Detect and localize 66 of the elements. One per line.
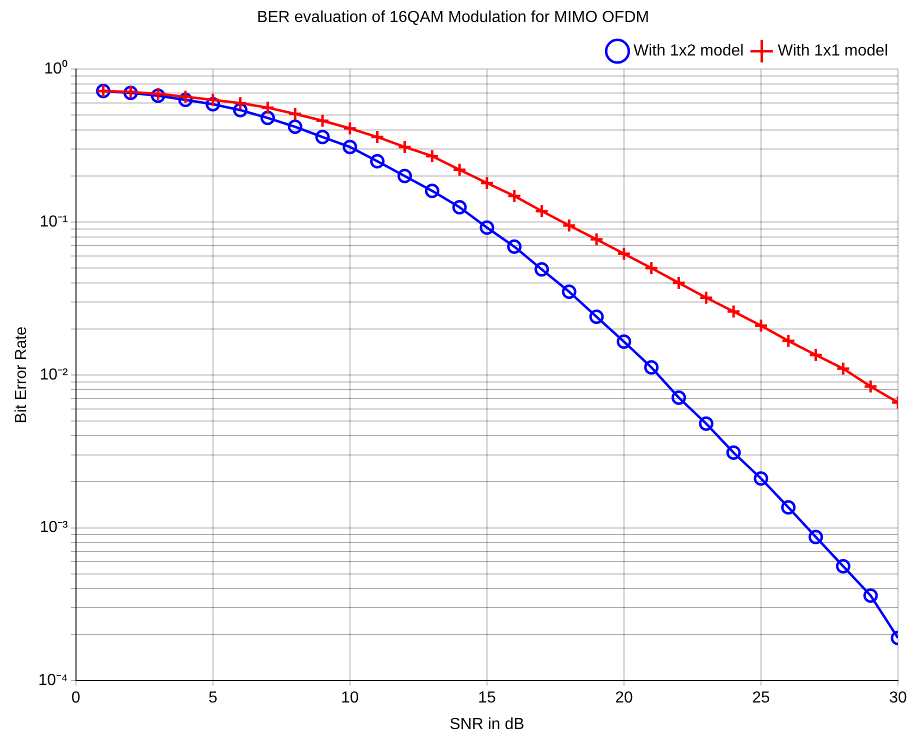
point	[672, 276, 686, 290]
point	[507, 239, 522, 254]
point	[589, 310, 604, 324]
point	[863, 379, 878, 394]
legend-label: With 1x2 model	[633, 42, 744, 60]
point	[452, 200, 467, 214]
y-axis-title: Bit Error Rate	[13, 326, 30, 424]
point	[754, 318, 768, 333]
y-tick-label: 10⁻¹	[40, 213, 68, 230]
x-tick-label: 0	[71, 690, 80, 707]
point	[644, 360, 659, 375]
chart-title: BER evaluation of 16QAM Modulation for MIMO OFDM	[256, 9, 650, 26]
point	[562, 218, 576, 233]
point	[288, 120, 302, 134]
point	[726, 445, 741, 460]
point	[836, 558, 850, 574]
point	[644, 260, 659, 276]
legend-label: With 1x1 model	[778, 42, 888, 60]
point	[754, 471, 768, 486]
y-tick-label: 10⁻²	[40, 366, 69, 384]
point	[808, 530, 824, 544]
point	[672, 390, 686, 405]
point	[507, 188, 522, 204]
x-axis-title: SNR in dB	[450, 716, 524, 733]
point	[562, 284, 576, 299]
point	[342, 121, 358, 136]
point	[370, 130, 385, 144]
point	[260, 100, 275, 115]
y-tick-label: 10⁰	[44, 60, 68, 78]
point	[397, 140, 412, 154]
point	[480, 176, 494, 190]
point	[781, 500, 796, 515]
point	[534, 262, 549, 277]
point	[836, 361, 850, 376]
point	[260, 110, 275, 126]
point	[698, 290, 714, 305]
point	[206, 92, 220, 108]
point	[342, 140, 358, 154]
point	[452, 162, 467, 177]
x-tick-label: 25	[752, 690, 770, 707]
point	[534, 204, 549, 218]
point	[616, 334, 632, 349]
x-tick-label: 30	[889, 690, 907, 707]
point	[178, 90, 193, 104]
y-tick-label: 10⁻⁴	[38, 672, 68, 690]
point	[315, 114, 330, 128]
point	[315, 130, 330, 144]
y-tick-label: 10⁻³	[40, 519, 69, 536]
x-tick-label: 15	[478, 690, 496, 707]
point	[616, 246, 632, 262]
point	[480, 220, 494, 235]
point	[808, 348, 824, 362]
x-tick-label: 10	[341, 690, 359, 707]
point	[863, 588, 878, 603]
point	[288, 106, 302, 122]
point	[698, 416, 714, 431]
point	[424, 184, 440, 198]
point	[781, 334, 796, 348]
point	[424, 148, 440, 164]
point	[726, 304, 741, 319]
point	[233, 96, 248, 110]
point	[370, 154, 385, 168]
point	[589, 232, 604, 247]
x-tick-label: 20	[615, 690, 633, 707]
point	[397, 168, 412, 184]
x-tick-label: 5	[208, 690, 218, 707]
